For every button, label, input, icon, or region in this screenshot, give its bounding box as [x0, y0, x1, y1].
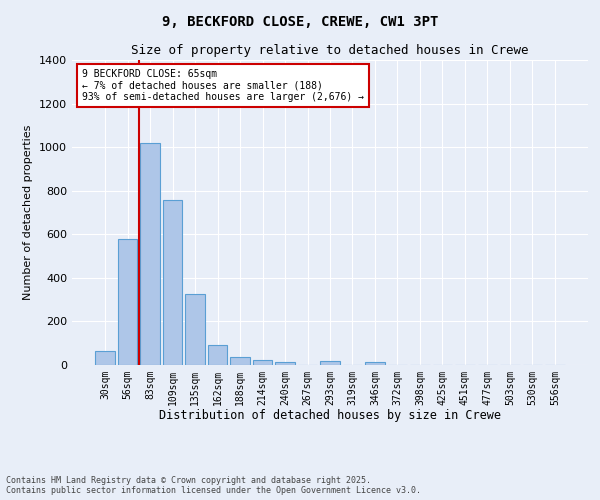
Bar	[95, 351, 115, 365]
Y-axis label: Number of detached properties: Number of detached properties	[23, 125, 34, 300]
X-axis label: Distribution of detached houses by size in Crewe: Distribution of detached houses by size …	[159, 410, 501, 422]
Bar	[118, 238, 137, 365]
Text: 9, BECKFORD CLOSE, CREWE, CW1 3PT: 9, BECKFORD CLOSE, CREWE, CW1 3PT	[162, 15, 438, 29]
Bar	[275, 362, 295, 365]
Bar	[140, 143, 160, 365]
Bar	[208, 346, 227, 365]
Bar	[320, 361, 340, 365]
Bar	[185, 294, 205, 365]
Bar	[163, 200, 182, 365]
Bar	[253, 360, 272, 365]
Bar	[365, 362, 385, 365]
Text: Contains HM Land Registry data © Crown copyright and database right 2025.
Contai: Contains HM Land Registry data © Crown c…	[6, 476, 421, 495]
Title: Size of property relative to detached houses in Crewe: Size of property relative to detached ho…	[131, 44, 529, 58]
Text: 9 BECKFORD CLOSE: 65sqm
← 7% of detached houses are smaller (188)
93% of semi-de: 9 BECKFORD CLOSE: 65sqm ← 7% of detached…	[82, 69, 364, 102]
Bar	[230, 358, 250, 365]
